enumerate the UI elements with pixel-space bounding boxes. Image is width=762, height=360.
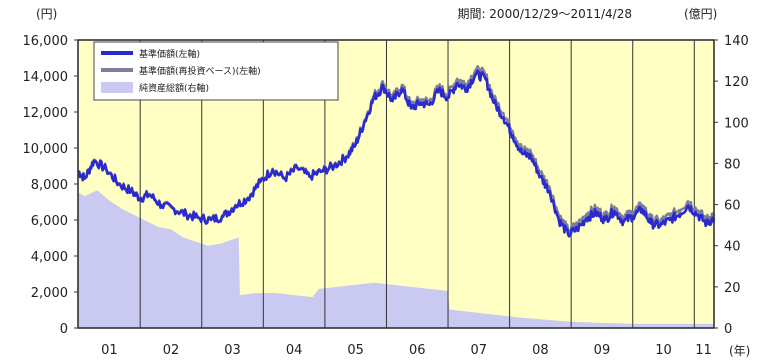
price-lines-layer (77, 65, 716, 238)
y-right-tick-label: 60 (724, 199, 741, 214)
right-axis-unit: (億円) (684, 7, 717, 21)
y-left-tick-label: 12,000 (23, 106, 69, 121)
y-left-tick-label: 4,000 (31, 250, 68, 265)
x-tick-label: 03 (224, 343, 241, 358)
x-tick-label: 09 (594, 343, 611, 358)
legend-box (93, 41, 339, 101)
period-label: 期間: 2000/12/29～2011/4/28 (457, 7, 632, 21)
x-tick-label: 06 (409, 343, 426, 358)
x-axis-unit: (年) (729, 344, 750, 358)
y-left-tick-label: 6,000 (31, 214, 68, 229)
y-left-tick-label: 10,000 (23, 142, 69, 157)
y-right-tick-label: 100 (724, 116, 749, 131)
series-net-assets-area (78, 190, 714, 328)
y-left-tick-label: 14,000 (23, 70, 69, 85)
left-axis-unit: (円) (36, 7, 57, 21)
net-assets-area-layer (78, 190, 714, 328)
y-right-tick-label: 120 (724, 75, 749, 90)
axis-labels-layer: 01 02 03 04 05 06 07 08 09 10 11 0 2,000 4,000 6,000 8,… (23, 34, 749, 358)
y-right-tick-label: 40 (724, 240, 741, 255)
y-right-tick-label: 20 (724, 281, 741, 296)
legend-items: 基準価額(左軸) 基準価額(再投資ベース)(左軸) 純資産総額(右軸) (101, 48, 261, 94)
legend: 基準価額(左軸) 基準価額(再投資ベース)(左軸) 純資産総額(右軸) (93, 41, 339, 101)
legend-label: 基準価額(左軸) (139, 48, 200, 60)
x-tick-label: 04 (286, 343, 303, 358)
x-tick-label: 08 (532, 343, 549, 358)
x-tick-label: 02 (163, 343, 180, 358)
x-tick-label: 10 (655, 343, 672, 358)
y-right-tick-label: 140 (724, 34, 749, 49)
legend-label: 基準価額(再投資ベース)(左軸) (139, 65, 261, 77)
x-tick-label: 05 (347, 343, 364, 358)
y-left-tick-label: 16,000 (23, 34, 69, 49)
legend-label: 純資産総額(右軸) (139, 82, 209, 94)
legend-swatch (101, 82, 133, 93)
x-tick-label: 11 (695, 343, 712, 358)
y-left-tick-label: 8,000 (31, 178, 68, 193)
y-right-tick-label: 80 (724, 157, 741, 172)
x-tick-label: 01 (101, 343, 118, 358)
series-nav-line (77, 69, 716, 238)
x-tick-label: 07 (471, 343, 488, 358)
y-right-tick-label: 0 (724, 322, 732, 337)
y-left-tick-label: 2,000 (31, 286, 68, 301)
y-left-tick-label: 0 (60, 322, 68, 337)
